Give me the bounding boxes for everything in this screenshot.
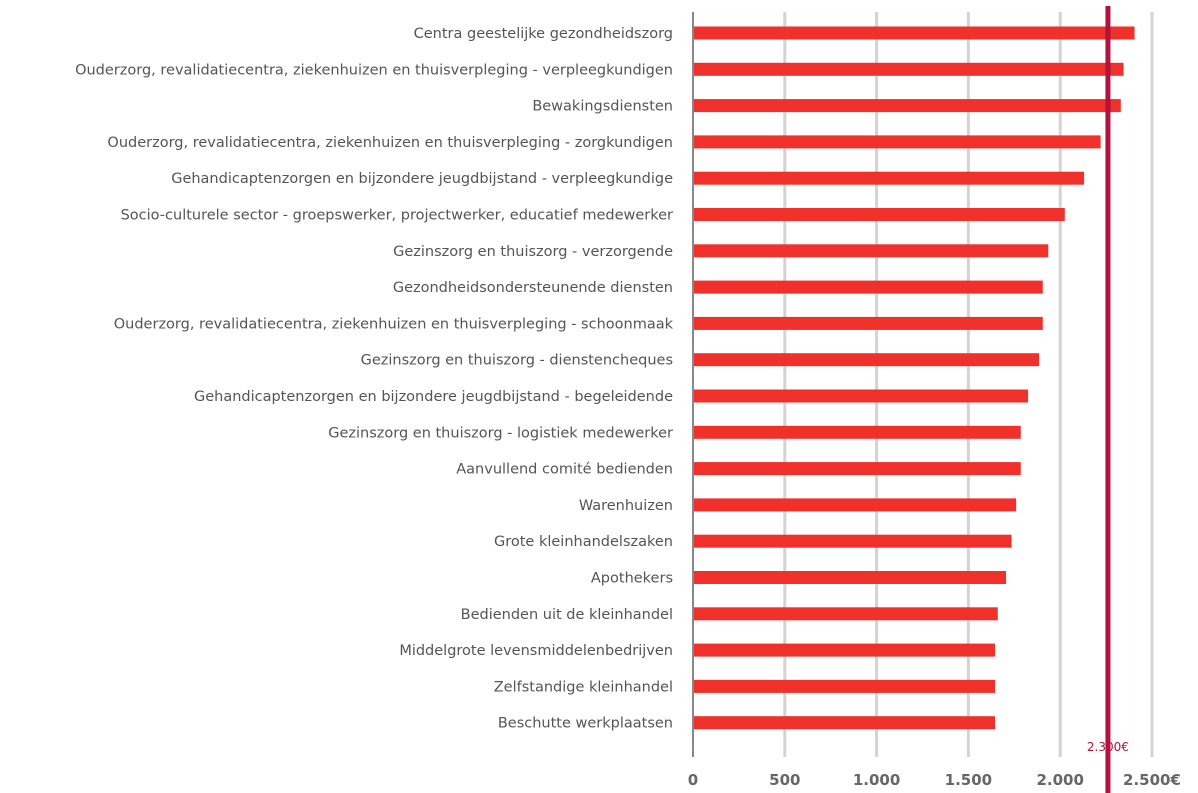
reference-line-group: 2.300€ [1087,6,1129,793]
bar [694,208,1065,221]
bar [694,425,1021,439]
category-label: Gezinszorg en thuiszorg - logistiek mede… [328,425,673,441]
category-label: Gezondheidsondersteunende diensten [393,280,673,296]
category-label: Grote kleinhandelszaken [494,534,673,550]
category-label: Ouderzorg, revalidatiecentra, ziekenhuiz… [107,135,673,151]
bar [694,353,1040,367]
bar [694,171,1085,185]
x-tick-label: 1.000 [853,771,900,789]
bar [694,244,1049,258]
x-axis: 0 500 1.000 1.500 2.000 2.500€ [688,12,1181,789]
bar [694,679,996,693]
bar [694,643,996,657]
category-label: Middelgrote levensmiddelenbedrijven [399,643,673,659]
bar [694,607,998,621]
category-label: Beschutte werkplaatsen [498,716,673,732]
category-label: Gezinszorg en thuiszorg - dienstencheque… [361,353,673,369]
category-label: Bedienden uit de kleinhandel [461,607,673,623]
category-label: Warenhuizen [579,498,673,514]
x-tick-label: 2.000 [1036,771,1083,789]
bar [694,389,1029,403]
bar [694,716,996,730]
bar [694,534,1012,548]
category-label: Apothekers [591,571,673,587]
category-label: Ouderzorg, revalidatiecentra, ziekenhuiz… [114,316,674,332]
category-label: Bewakingsdiensten [532,99,673,115]
category-label: Gehandicaptenzorgen en bijzondere jeugdb… [194,389,673,405]
x-tick-label: 0 [688,771,698,789]
bar [694,462,1021,476]
bar [694,316,1043,330]
bar [694,135,1101,149]
x-tick-label: 1.500 [945,771,992,789]
category-label: Zelfstandige kleinhandel [494,679,673,695]
x-tick-label: 2.500€ [1123,771,1181,789]
bar [694,62,1124,76]
bar [694,26,1135,40]
category-label: Gezinszorg en thuiszorg - verzorgende [393,244,673,260]
category-label: Centra geestelijke gezondheidszorg [414,26,673,42]
bar [694,498,1017,512]
reference-line-label: 2.300€ [1087,740,1129,754]
category-label: Aanvullend comité bedienden [456,462,673,478]
bar [694,280,1043,294]
bar [694,571,1007,584]
bars [694,26,1135,730]
category-label: Socio-culturele sector - groepswerker, p… [121,208,673,224]
category-labels: Centra geestelijke gezondheidszorg Ouderz… [75,26,674,732]
bar [694,99,1121,113]
x-tick-label: 500 [769,771,800,789]
category-label: Ouderzorg, revalidatiecentra, ziekenhuiz… [75,62,673,78]
category-label: Gehandicaptenzorgen en bijzondere jeugdb… [171,171,673,187]
